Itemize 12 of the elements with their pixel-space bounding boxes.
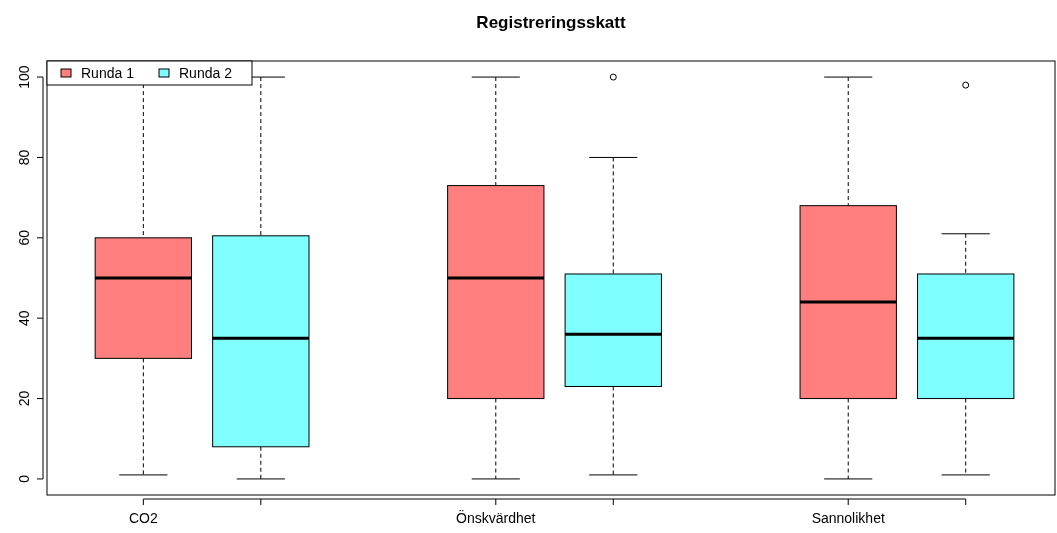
x-tick-label: CO2: [128, 510, 158, 526]
chart-title: Registreringsskatt: [476, 13, 626, 32]
legend-label: Runda 2: [179, 65, 233, 81]
y-tick-label: 0: [16, 474, 32, 483]
y-tick-label: 100: [16, 65, 32, 89]
y-tick-label: 80: [16, 149, 32, 166]
legend-label: Runda 1: [81, 65, 135, 81]
y-tick-label: 40: [16, 310, 32, 326]
y-tick-label: 20: [16, 390, 32, 407]
x-tick-label: Sannolikhet: [811, 510, 885, 526]
y-tick-label: 60: [16, 229, 32, 246]
x-tick-label: Önskvärdhet: [456, 509, 536, 526]
